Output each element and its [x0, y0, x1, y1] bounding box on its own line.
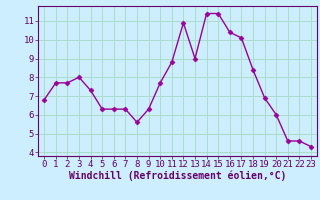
X-axis label: Windchill (Refroidissement éolien,°C): Windchill (Refroidissement éolien,°C) — [69, 171, 286, 181]
